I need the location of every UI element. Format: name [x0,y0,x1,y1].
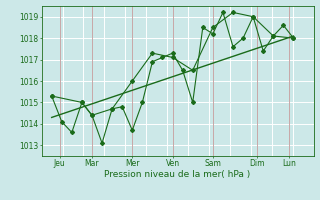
X-axis label: Pression niveau de la mer( hPa ): Pression niveau de la mer( hPa ) [104,170,251,179]
